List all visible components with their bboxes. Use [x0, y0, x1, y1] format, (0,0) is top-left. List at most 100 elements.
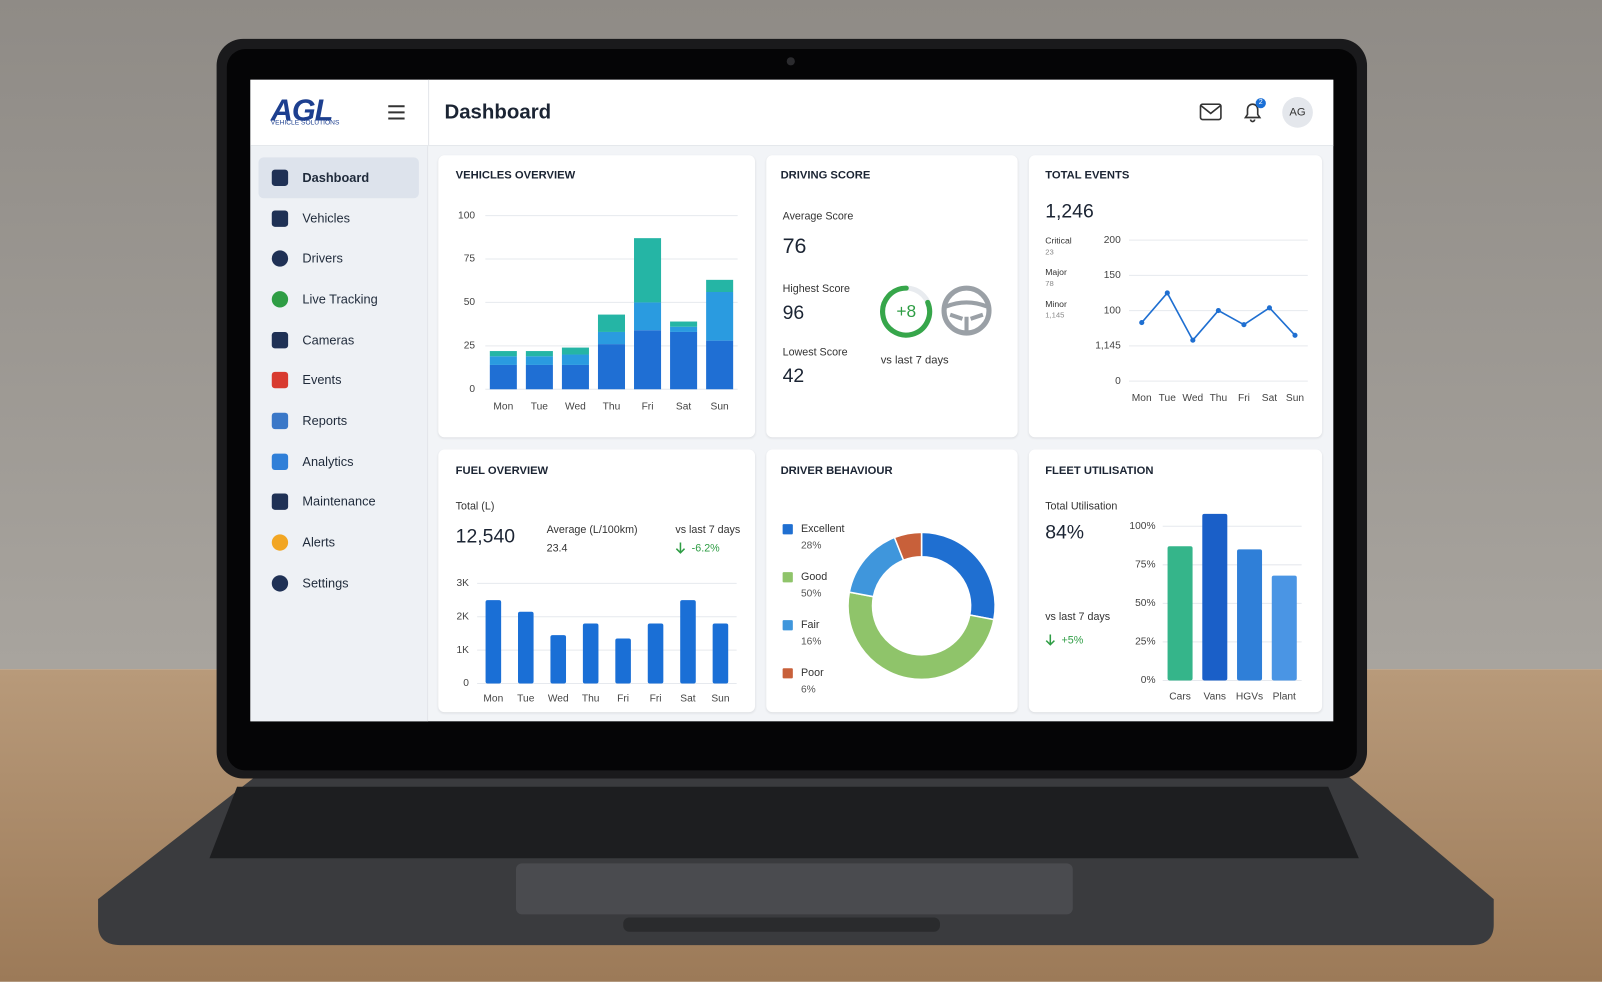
y-tick-label: 3K [456, 578, 469, 589]
bell-icon [1243, 103, 1262, 119]
card-title: DRIVING SCORE [781, 170, 871, 182]
x-tick-label: Vans [1204, 692, 1227, 703]
x-tick-label: Sun [711, 401, 729, 412]
nav-label: Settings [302, 575, 349, 591]
x-tick-label: Tue [531, 401, 549, 412]
y-tick-label: 50% [1135, 598, 1155, 609]
bar-segment [634, 238, 662, 303]
card-title: TOTAL EVENTS [1045, 170, 1130, 182]
nav-item[interactable]: Events [258, 360, 418, 401]
nav-icon [271, 372, 289, 389]
keyboard [209, 786, 1359, 859]
x-tick-label: Fri [617, 694, 629, 705]
nav-label: Vehicles [302, 211, 350, 226]
mail-icon [1199, 103, 1222, 121]
x-tick-label: Fri [650, 694, 662, 705]
stat-value: 23.4 [547, 542, 568, 554]
legend-label: Poor [801, 667, 824, 679]
avatar[interactable]: AG [1282, 97, 1313, 128]
nav-item[interactable]: Maintenance [258, 482, 418, 523]
nav-item[interactable]: Cameras [258, 320, 418, 361]
nav-icon [271, 453, 289, 470]
nav-label: Analytics [302, 454, 354, 469]
mail-button[interactable] [1199, 103, 1222, 121]
stat-label: Lowest Score [783, 346, 848, 358]
bar-segment [489, 364, 517, 390]
donut-slice [893, 531, 923, 562]
bar-segment [597, 314, 626, 332]
card: FUEL OVERVIEW Total (L) 12,540 Average (… [438, 449, 756, 713]
trackpad [515, 863, 1073, 915]
bell-clapper [1249, 119, 1256, 123]
card: TOTAL EVENTS 1,246 Critical 23 Major 78 Minor… [1028, 155, 1323, 438]
stat-label: Average (L/100km) [547, 524, 638, 536]
breakdown-label: Critical [1045, 235, 1072, 245]
y-tick-label: 200 [1104, 235, 1121, 246]
camera [786, 57, 795, 66]
driving-score: DRIVING SCORE Average Score 76 Highest S… [781, 170, 992, 387]
bar [485, 600, 502, 684]
card: FLEET UTILISATION Total Utilisation 84% … [1028, 449, 1323, 713]
y-tick-label: 150 [1104, 270, 1121, 281]
x-tick-label: Sun [1286, 393, 1304, 404]
steering-spokes [945, 300, 988, 332]
bar-segment [489, 356, 517, 365]
line [1141, 291, 1296, 342]
notifications-button[interactable] [1241, 98, 1268, 125]
bar-segment [489, 351, 517, 357]
legend-value: 50% [801, 588, 821, 599]
breakdown-label: Major [1045, 267, 1067, 277]
y-tick-label: 100 [458, 210, 475, 221]
bar [550, 635, 567, 684]
stat-value: 12,540 [456, 526, 516, 548]
nav-label: Live Tracking [302, 292, 378, 307]
x-tick-label: Cars [1169, 692, 1191, 703]
card-title: DRIVER BEHAVIOUR [781, 465, 893, 477]
stat-value: 42 [783, 365, 805, 387]
x-tick-label: Sun [711, 694, 729, 705]
header: AGL VEHICLE SOLUTIONS Dashboard 2 AG [250, 79, 1334, 147]
y-tick-label: 0 [1115, 376, 1121, 387]
legend-swatch [782, 668, 793, 679]
menu-icon [388, 105, 405, 120]
nav-item[interactable]: Live Tracking [258, 279, 418, 320]
x-tick-label: Sat [676, 401, 691, 412]
stat-value: 96 [783, 302, 805, 324]
y-tick-label: 50 [464, 297, 476, 308]
x-tick-label: Tue [1159, 393, 1177, 404]
legend-label: Fair [801, 619, 820, 631]
x-tick-label: HGVs [1236, 692, 1263, 703]
stat-label: vs last 7 days [1045, 611, 1110, 623]
nav-item[interactable]: Vehicles [258, 198, 418, 239]
bar-segment [706, 279, 734, 293]
menu-button[interactable] [387, 104, 405, 120]
notification-count: 2 [1258, 99, 1263, 107]
point [1215, 308, 1221, 314]
nav-icon [271, 534, 289, 551]
nav-item[interactable]: Reports [258, 401, 418, 442]
breakdown-value: 1,145 [1045, 311, 1064, 320]
nav-item[interactable]: Drivers [258, 238, 418, 279]
legend-label: Good [801, 571, 827, 583]
card-title: FLEET UTILISATION [1045, 465, 1153, 477]
bar [1167, 546, 1193, 681]
behaviour-chart: DRIVER BEHAVIOUR Excellent 28% Good 50% Fair 1… [781, 465, 996, 695]
change-label: vs last 7 days [881, 355, 949, 367]
logo: AGL [270, 93, 334, 128]
x-tick-label: Sat [1262, 393, 1277, 404]
legend-swatch [782, 524, 793, 535]
nav-item[interactable]: Settings [258, 563, 418, 604]
nav-item[interactable]: Analytics [258, 441, 418, 482]
x-tick-label: Tue [517, 694, 535, 705]
legend-value: 16% [801, 636, 821, 647]
bar-segment [561, 364, 589, 390]
donut-slice [848, 536, 905, 598]
point [1241, 322, 1247, 328]
nav-item[interactable]: Dashboard [258, 157, 419, 198]
breakdown-value: 78 [1045, 279, 1054, 288]
legend-value: 28% [801, 540, 821, 551]
stat-label: Total (L) [456, 501, 495, 513]
x-tick-label: Mon [483, 694, 503, 705]
nav-item[interactable]: Alerts [258, 522, 418, 563]
